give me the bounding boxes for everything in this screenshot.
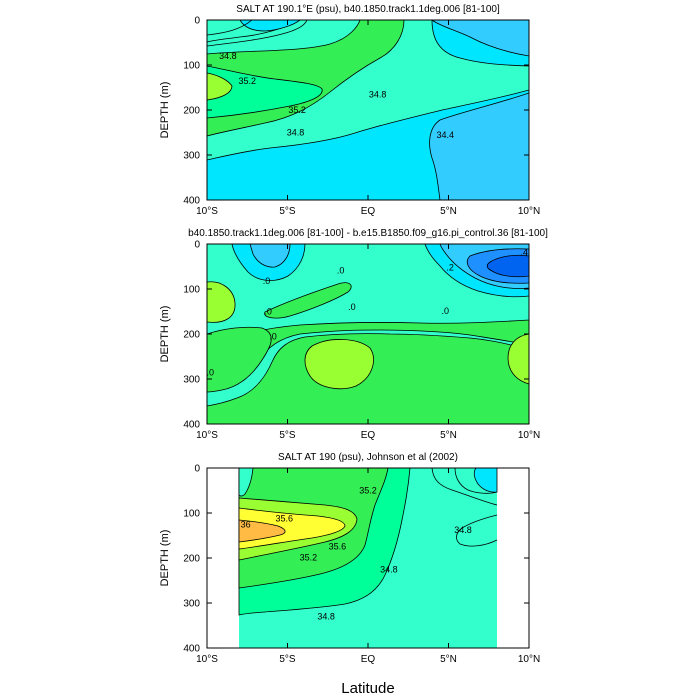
contour-label: 35.6 [276, 514, 294, 524]
p2-region-blob-east [507, 333, 529, 385]
contour-label: 34.8 [317, 612, 335, 622]
p2-region-neg-west-core [249, 244, 291, 268]
contour-label: .0 [442, 306, 450, 316]
p3-contour-line-east [431, 468, 498, 506]
panel-1-contour-labels: 34.8 35.2 35.2 34.8 34.8 34.4 [219, 51, 455, 140]
panel-1-xtick-label: 5°S [279, 206, 296, 217]
contour-label: 35.2 [238, 76, 256, 86]
panel-1-ytick-label: 400 [183, 196, 200, 207]
panel-3-ytick-label: 0 [194, 464, 200, 475]
contour-label: 35.2 [288, 105, 306, 115]
panel-1-title: SALT AT 190.1°E (psu), b40.1850.track1.1… [236, 4, 500, 15]
contour-label: 34.4 [437, 130, 455, 140]
panel-3-ytick-label: 400 [183, 644, 200, 655]
panel-3-ytick-label: 100 [183, 509, 200, 520]
panel-2-xtick-label: 5°N [440, 430, 457, 441]
p1-contour-line-b [207, 20, 253, 36]
p1-region-core [207, 72, 233, 101]
panel-3-ytick-label: 300 [183, 599, 200, 610]
contour-label: 34.8 [454, 525, 472, 535]
panel-1-xtick-label: 10°S [196, 206, 218, 217]
p2-region-band [207, 333, 529, 424]
panel-3-xtick-label: 5°S [279, 654, 296, 665]
panel-3-xtick-label: 10°N [518, 654, 540, 665]
panel-2-xtick-label: EQ [361, 430, 376, 441]
p3-region-north-surface [238, 468, 254, 497]
contour-label: 35.2 [300, 552, 318, 562]
panel-1-ytick-label: 0 [194, 16, 200, 27]
p2-region-positive-north [264, 282, 352, 319]
contour-label: .0 [269, 331, 277, 341]
contour-label: 34.8 [219, 51, 237, 61]
contour-label: 34.8 [287, 128, 305, 138]
panel-2-contours [207, 244, 529, 424]
p2-region-west-lower [207, 326, 272, 393]
contour-label: 34.8 [380, 564, 398, 574]
panel-1-contours [207, 20, 529, 200]
contour-label: 34.8 [369, 89, 387, 99]
panel-1-ytick-label: 100 [183, 61, 200, 72]
contour-label: .2 [446, 263, 454, 273]
panel-2-ytick-label: 200 [183, 330, 200, 341]
panel-3-xtick-label: 5°N [440, 654, 457, 665]
contour-label: .0 [263, 276, 271, 286]
panel-3-xtick-label: 10°S [196, 654, 218, 665]
panel-2-title: b40.1850.track1.1deg.006 [81-100] - b.e1… [188, 228, 548, 239]
panel-2: b40.1850.track1.1deg.006 [81-100] - b.e1… [159, 228, 548, 441]
p1-region-southwest-top [239, 20, 301, 32]
p3-contour-line-east-c [454, 468, 498, 494]
p1-contour-line [207, 20, 308, 47]
p2-region-neg-east-core [486, 254, 529, 278]
panel-3-xtick-label: EQ [361, 654, 376, 665]
panel-1-xtick-label: 10°N [518, 206, 540, 217]
panel-1-ylabel: DEPTH (m) [159, 82, 171, 139]
panel-1: SALT AT 190.1°E (psu), b40.1850.track1.1… [159, 4, 540, 217]
contour-label: 35.6 [329, 542, 347, 552]
panel-1-ytick-label: 200 [183, 106, 200, 117]
panel-3-contours [238, 468, 498, 648]
p3-contour-line-east-b [456, 514, 498, 547]
panel-1-ytick-label: 300 [183, 151, 200, 162]
panel-2-ytick-label: 400 [183, 420, 200, 431]
p1-region-core-outer [207, 65, 323, 119]
p2-region-blob-center [304, 339, 374, 390]
panel-2-xtick-label: 10°S [196, 430, 218, 441]
panel-3-ytick-label: 200 [183, 554, 200, 565]
contour-label: .0 [264, 307, 272, 317]
p1-region-east-low [429, 92, 529, 200]
panel-3-contour-labels: 35.2 35.6 36 35.6 35.2 34.8 34.8 34.8 [241, 486, 472, 622]
contour-label: .0 [206, 367, 214, 377]
p1-region-northeast [431, 20, 529, 57]
panel-2-ytick-label: 0 [194, 240, 200, 251]
panel-2-contour-labels: .0 .0 .0 .0 .0 .0 .0 .2 .4 [206, 247, 528, 377]
panel-2-xtick-label: 5°S [279, 430, 296, 441]
contour-label: 35.2 [359, 486, 377, 496]
figure-xlabel: Latitude [341, 680, 394, 697]
panel-2-xtick-label: 10°N [518, 430, 540, 441]
contour-label: .4 [520, 247, 528, 257]
contour-label: .0 [337, 265, 345, 275]
contour-label: 36 [241, 519, 251, 529]
p3-region-band-36 [238, 507, 346, 550]
panel-3: SALT AT 190 (psu), Johnson et al (2002) … [159, 452, 540, 665]
panel-2-ylabel: DEPTH (m) [159, 306, 171, 363]
panel-3-title: SALT AT 190 (psu), Johnson et al (2002) [278, 452, 458, 463]
panel-2-ytick-label: 100 [183, 285, 200, 296]
panel-1-xtick-label: 5°N [440, 206, 457, 217]
panel-3-ylabel: DEPTH (m) [159, 530, 171, 587]
panel-2-ytick-label: 300 [183, 375, 200, 386]
p3-region-core [238, 519, 286, 543]
panel-1-xtick-label: EQ [361, 206, 376, 217]
p2-region-blob-west [207, 281, 236, 323]
contour-label: .0 [348, 302, 356, 312]
